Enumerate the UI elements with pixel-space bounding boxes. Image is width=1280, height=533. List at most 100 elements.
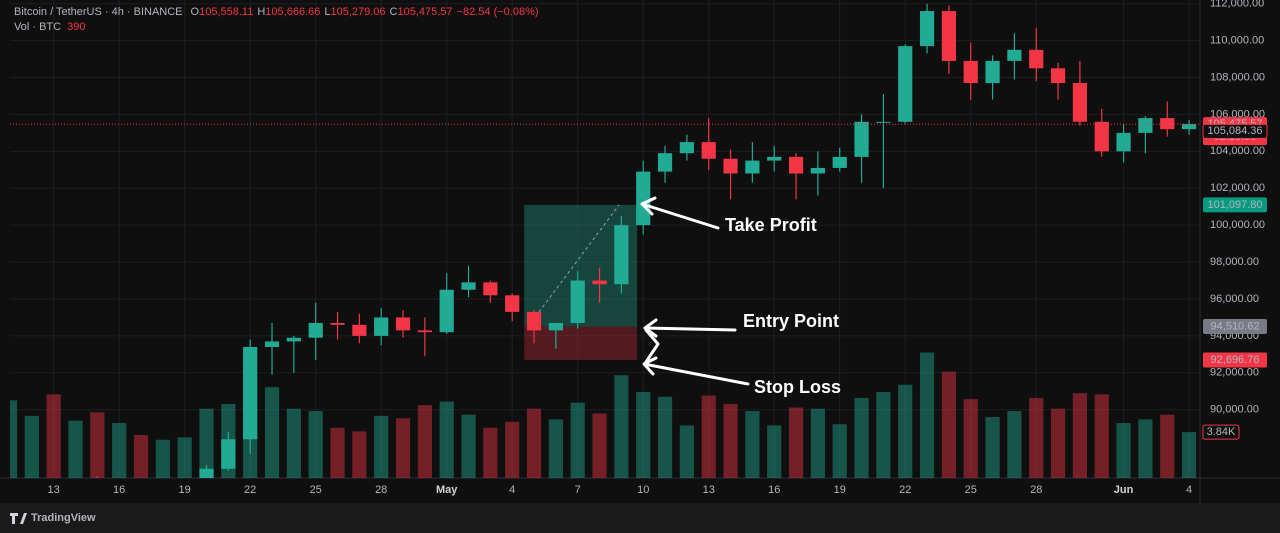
x-tick-label: May: [436, 484, 458, 496]
volume-bar: [10, 400, 18, 478]
y-tick-label: 92,000.00: [1210, 367, 1259, 379]
volume-legend-label: Vol · BTC: [14, 21, 61, 33]
volume-bar: [1072, 393, 1088, 478]
candle-body: [374, 317, 389, 336]
x-tick-label: 16: [768, 484, 780, 496]
volume-bar: [24, 415, 39, 478]
candle-body: [1029, 49, 1044, 69]
volume-bar: [963, 399, 978, 478]
x-tick-label: 19: [179, 484, 191, 496]
volume-bar: [701, 395, 716, 478]
candle-body: [221, 439, 236, 469]
ohlc-value: 105,279.06: [330, 6, 385, 18]
candle-body: [745, 160, 760, 174]
entry-price: 94,510.62: [1211, 320, 1260, 332]
ohlc-value: 105,475.57: [398, 6, 453, 18]
candle-body: [898, 46, 913, 122]
volume-bar: [395, 418, 411, 478]
stop-loss-zone: [524, 326, 638, 360]
marker-price: 105,084.36: [1207, 125, 1262, 137]
candle-body: [657, 153, 673, 172]
volume-bar: [155, 439, 170, 478]
candle-body: [505, 295, 520, 312]
volume-bar: [461, 414, 476, 478]
volume-bar: [90, 412, 105, 478]
stop-loss-price: 92,696.76: [1211, 354, 1260, 366]
volume-bar: [483, 427, 498, 478]
volume-bar: [177, 437, 192, 478]
volume-bar: [854, 397, 869, 478]
candle-body: [1116, 132, 1131, 152]
candle-body: [701, 142, 716, 159]
candle-body: [1160, 118, 1175, 130]
candle-body: [832, 156, 847, 168]
volume-bar: [526, 408, 542, 478]
x-tick-label: Jun: [1114, 484, 1134, 496]
plot-area: [10, 0, 1200, 478]
x-tick-label: 25: [310, 484, 322, 496]
y-tick-label: 98,000.00: [1210, 256, 1259, 268]
candle-body: [941, 11, 956, 61]
change: −82.54 (−0.08%): [457, 6, 539, 18]
bracket: [644, 328, 660, 364]
symbol: Bitcoin / TetherUS · 4h · BINANCE: [14, 6, 183, 18]
volume-bar: [439, 401, 454, 478]
candle-body: [592, 280, 607, 285]
candle-body: [1072, 83, 1088, 122]
take-profit-price: 101,097.80: [1207, 199, 1262, 211]
tradingview-logo: [10, 513, 27, 524]
logo-icon: [10, 513, 27, 524]
volume-bar: [876, 391, 891, 478]
x-tick-label: 19: [834, 484, 846, 496]
x-tick-label: 7: [575, 484, 581, 496]
volume-legend: Vol · BTC 390: [14, 21, 85, 33]
volume-bar: [657, 396, 673, 478]
candle-body: [1094, 121, 1109, 152]
candle-body: [330, 322, 345, 325]
x-tick-label: 13: [48, 484, 60, 496]
volume-bar: [1094, 394, 1109, 478]
volume-bar: [1160, 414, 1175, 478]
candle-body: [461, 282, 476, 290]
volume-bar: [1050, 408, 1066, 478]
annotation: Entry Point: [743, 311, 839, 331]
annotation: Take Profit: [725, 215, 817, 235]
volume-bar: [1007, 411, 1022, 478]
volume-bar: [352, 431, 367, 478]
volume-bar: [112, 423, 127, 478]
arrow: [640, 196, 720, 230]
x-tick-label: 4: [1186, 484, 1192, 496]
ohlc-label: H: [257, 6, 265, 18]
volume-bar: [832, 424, 847, 478]
x-tick-label: 22: [244, 484, 256, 496]
y-tick-label: 108,000.00: [1210, 71, 1265, 83]
ohlc-value: 105,558.11: [199, 6, 253, 18]
volume-bar: [68, 420, 83, 478]
stop-loss-price-bg: [1203, 352, 1267, 368]
volume-bar: [1029, 397, 1044, 478]
volume-bar: [1181, 432, 1197, 478]
volume-bar: [767, 425, 782, 478]
candle-body: [308, 322, 323, 338]
volume-legend-value: 390: [67, 21, 85, 33]
volume-bar: [1116, 423, 1131, 478]
candle-body: [439, 289, 454, 333]
y-tick-label: 104,000.00: [1210, 145, 1265, 157]
marker-price-bg: [1202, 123, 1268, 139]
candle-body: [810, 167, 825, 174]
candle-body: [1138, 118, 1153, 133]
legend-header: Bitcoin / TetherUS · 4h · BINANCE O105,55…: [14, 6, 539, 18]
y-tick-label: 96,000.00: [1210, 293, 1259, 305]
trade-path: [527, 204, 620, 327]
entry-price-bg: [1203, 318, 1267, 334]
volume-bar: [723, 403, 738, 478]
candle-body: [876, 121, 891, 123]
candle-body: [963, 60, 978, 84]
candle-body: [767, 156, 782, 161]
candle-body: [483, 282, 498, 296]
volume-bar: [308, 411, 323, 478]
volume-bar: [985, 417, 1000, 478]
annotation-arrows: [640, 196, 750, 386]
volume-bar: [898, 384, 913, 478]
